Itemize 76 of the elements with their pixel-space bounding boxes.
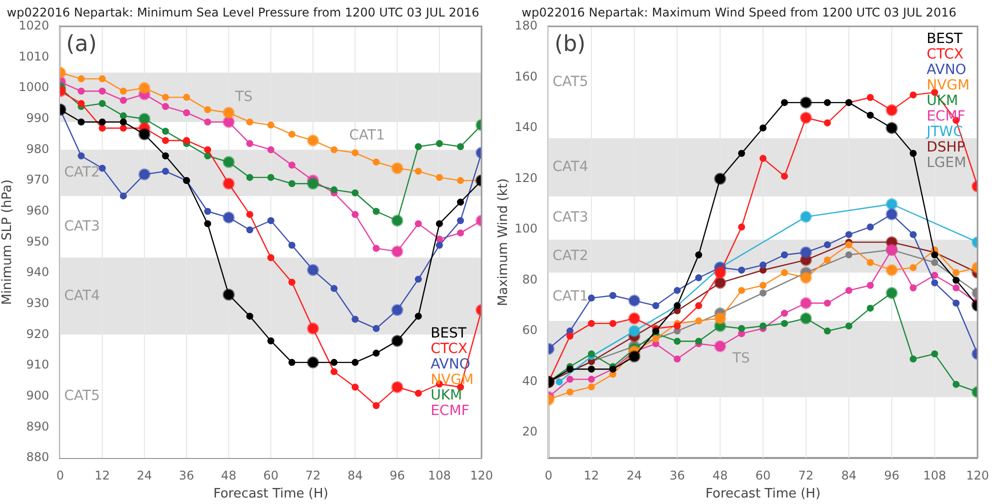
x-tick-label: 96 — [884, 468, 900, 482]
y-tick-label: 1000 — [18, 80, 50, 94]
x-tick-label: 72 — [305, 468, 321, 482]
chart-title: wp022016 Nepartak: Maximum Wind Speed from 1200 UTC 03 JUL 2016 — [522, 5, 956, 20]
y-axis-title: Maximum Wind (kt) — [496, 178, 512, 306]
text: BEST — [926, 31, 963, 48]
band-label: CAT3 — [64, 218, 100, 234]
band-label: CAT4 — [64, 288, 100, 304]
y-tick-label: 80 — [522, 272, 538, 286]
y-tick-label: 940 — [26, 265, 50, 280]
x-tick-label: 60 — [263, 468, 278, 482]
y-tick-label: 180 — [514, 18, 538, 33]
x-axis-title: Forecast Time (H) — [706, 486, 821, 502]
band-label: CAT2 — [552, 248, 588, 264]
x-tick-label: 48 — [712, 468, 728, 482]
y-tick-label: 960 — [26, 203, 50, 218]
x-tick-label: 108 — [923, 468, 946, 482]
y-tick-label: 930 — [26, 296, 50, 310]
x-tick-label: 24 — [626, 468, 642, 482]
x-tick-label: 120 — [470, 468, 493, 482]
text: ECMF — [430, 403, 470, 420]
y-tick-label: 920 — [26, 326, 50, 341]
text: DSHP — [926, 140, 966, 156]
text: AVNO — [926, 62, 966, 78]
y-tick-label: 100 — [514, 222, 538, 236]
band-label: CAT2 — [64, 164, 100, 180]
y-tick-label: 60 — [522, 323, 538, 338]
y-tick-label: 40 — [522, 374, 538, 388]
y-tick-label: 950 — [26, 234, 50, 248]
y-tick-label: 20 — [522, 424, 538, 439]
x-tick-label: 84 — [347, 468, 363, 482]
x-tick-label: 96 — [390, 468, 405, 482]
x-tick-label: 84 — [841, 468, 856, 482]
x-tick-label: 36 — [178, 468, 194, 482]
y-tick-label: 900 — [26, 388, 50, 402]
band-label: CAT5 — [64, 388, 100, 404]
y-tick-label: 880 — [26, 450, 50, 464]
y-tick-label: 140 — [514, 120, 538, 134]
band-label: CAT1 — [552, 288, 588, 304]
x-tick-label: 48 — [221, 468, 236, 482]
y-tick-label: 910 — [26, 358, 50, 372]
y-tick-label: 1020 — [18, 18, 50, 33]
x-tick-label: 12 — [94, 468, 110, 482]
band-label: CAT1 — [349, 127, 385, 144]
y-tick-label: 980 — [26, 142, 50, 156]
y-tick-label: 890 — [26, 419, 50, 434]
band-label: CAT5 — [552, 74, 588, 90]
x-tick-label: 120 — [966, 468, 989, 482]
x-axis-title: Forecast Time (H) — [213, 486, 328, 502]
chart-title: wp022016 Nepartak: Minimum Sea Level Pressure from 1200 UTC 03 JUL 2016 — [6, 5, 480, 20]
x-tick-label: 36 — [670, 468, 685, 482]
y-tick-label: 990 — [26, 111, 50, 126]
annotation: (a) — [66, 32, 97, 58]
x-tick-label: 0 — [56, 468, 64, 482]
series-label: CTCX — [430, 341, 468, 358]
band-label: CAT4 — [552, 158, 588, 175]
x-tick-label: 60 — [755, 468, 771, 482]
series-label: CTCX — [926, 46, 964, 63]
x-tick-label: 0 — [544, 468, 552, 482]
y-tick-label: 120 — [514, 170, 538, 185]
y-tick-label: 160 — [514, 69, 538, 84]
band-label: TS — [234, 88, 253, 105]
band-label: TS — [732, 350, 750, 367]
x-tick-label: 72 — [798, 468, 814, 482]
text: UKM — [430, 388, 462, 404]
x-tick-label: 12 — [584, 468, 600, 482]
x-tick-label: 108 — [428, 468, 451, 482]
annotation: (b) — [554, 32, 586, 58]
text: LGEM — [926, 155, 966, 172]
x-tick-label: 24 — [136, 468, 152, 482]
band-label: CAT3 — [552, 210, 588, 226]
y-tick-label: 1010 — [18, 49, 50, 64]
y-tick-label: 970 — [26, 172, 50, 187]
text: NVGM — [926, 78, 970, 94]
series-label: BEST — [430, 326, 467, 342]
y-axis-title: Minimum SLP (hPa) — [0, 179, 16, 305]
